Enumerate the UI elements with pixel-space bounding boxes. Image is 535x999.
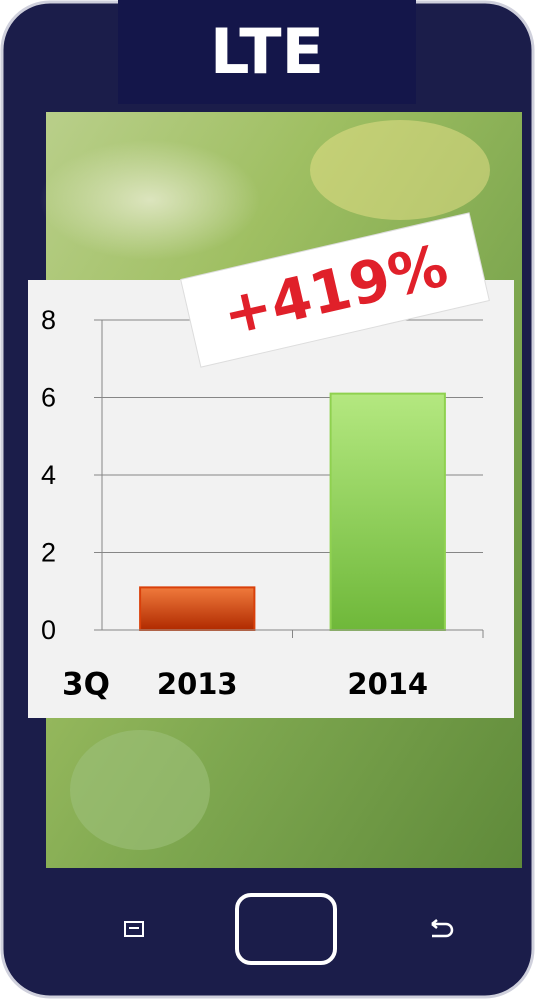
x-tick-label: 2013 (157, 667, 238, 701)
x-axis-label: 3Q (62, 667, 110, 703)
bar (329, 392, 446, 631)
x-tick-label: 2014 (347, 667, 428, 701)
bar (139, 586, 256, 631)
home-button[interactable] (235, 893, 337, 965)
y-tick-label: 0 (41, 615, 56, 645)
screen-texture (310, 120, 490, 220)
y-tick-label: 4 (41, 460, 56, 490)
y-tick-label: 8 (41, 305, 56, 335)
menu-button[interactable] (124, 921, 144, 937)
title: LTE (210, 15, 324, 88)
y-tick-label: 6 (41, 383, 56, 413)
plot: 0 2 4 6 8 3Q 2013 2014 (41, 305, 484, 703)
y-tick-label: 2 (41, 538, 56, 568)
screen-texture (40, 140, 260, 260)
title-box (118, 0, 416, 104)
annotation-box (180, 212, 490, 368)
screen-texture (70, 730, 210, 850)
back-button[interactable] (431, 919, 454, 938)
